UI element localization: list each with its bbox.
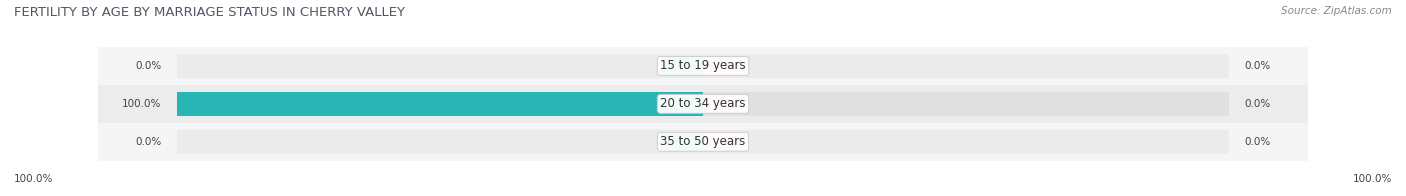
Bar: [661, 95, 703, 113]
Bar: [98, 123, 1308, 161]
Bar: [661, 133, 703, 151]
Bar: [661, 57, 703, 75]
Bar: [703, 92, 1229, 116]
Bar: [177, 130, 703, 153]
Bar: [703, 54, 1229, 78]
Text: 0.0%: 0.0%: [1244, 99, 1271, 109]
Text: FERTILITY BY AGE BY MARRIAGE STATUS IN CHERRY VALLEY: FERTILITY BY AGE BY MARRIAGE STATUS IN C…: [14, 6, 405, 19]
Text: 0.0%: 0.0%: [135, 137, 162, 147]
Bar: [177, 54, 703, 78]
Text: 0.0%: 0.0%: [135, 61, 162, 71]
Text: 100.0%: 100.0%: [1353, 174, 1392, 184]
Text: 100.0%: 100.0%: [122, 99, 162, 109]
Bar: [703, 57, 745, 75]
Bar: [98, 85, 1308, 123]
Bar: [703, 130, 1229, 153]
Text: 15 to 19 years: 15 to 19 years: [661, 60, 745, 73]
Bar: [177, 92, 703, 116]
Bar: [703, 95, 745, 113]
Text: 20 to 34 years: 20 to 34 years: [661, 97, 745, 110]
Bar: [177, 92, 703, 116]
Text: 100.0%: 100.0%: [14, 174, 53, 184]
Text: 35 to 50 years: 35 to 50 years: [661, 135, 745, 148]
Text: 0.0%: 0.0%: [1244, 61, 1271, 71]
Text: Source: ZipAtlas.com: Source: ZipAtlas.com: [1281, 6, 1392, 16]
Bar: [98, 47, 1308, 85]
Bar: [703, 133, 745, 151]
Text: 0.0%: 0.0%: [1244, 137, 1271, 147]
